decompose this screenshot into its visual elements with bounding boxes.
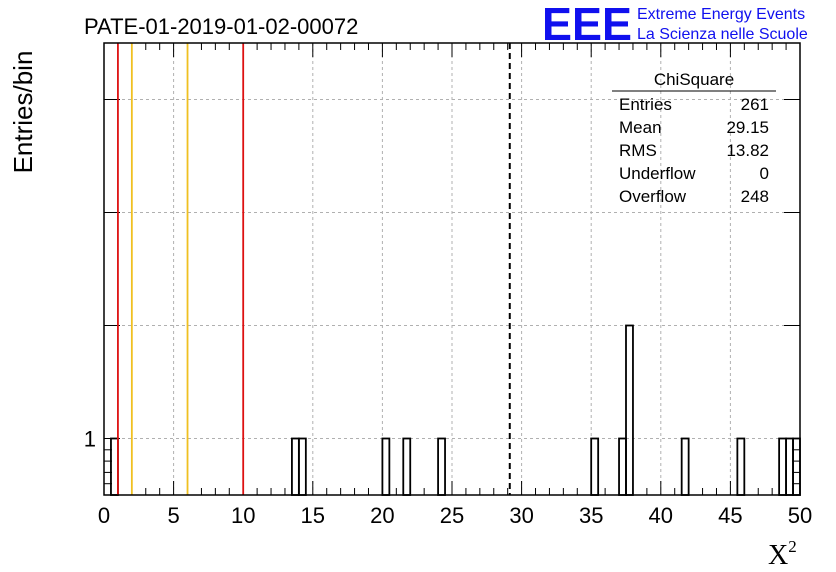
histogram-bin bbox=[778, 437, 787, 496]
histogram-bin bbox=[625, 324, 634, 496]
chart-title: PATE-01-2019-01-02-00072 bbox=[84, 14, 358, 39]
x-axis-label-superscript: 2 bbox=[788, 537, 797, 556]
logo-line2: La Scienza nelle Scuole bbox=[637, 26, 808, 43]
histogram-bins bbox=[110, 324, 801, 496]
stats-title: ChiSquare bbox=[654, 70, 734, 89]
x-tick-label: 5 bbox=[167, 503, 179, 528]
x-tick-label: 50 bbox=[788, 503, 812, 528]
stats-row-label: Entries bbox=[619, 95, 672, 114]
histogram-bin bbox=[437, 437, 446, 496]
x-axis-label: X2 bbox=[768, 537, 797, 571]
grid-lines bbox=[104, 43, 800, 495]
histogram-bin bbox=[110, 437, 119, 496]
x-tick-label: 15 bbox=[301, 503, 325, 528]
histogram-bin bbox=[590, 437, 600, 496]
x-tick-label: 0 bbox=[98, 503, 110, 528]
stats-row-value: 0 bbox=[760, 164, 769, 183]
stats-row-value: 29.15 bbox=[726, 118, 769, 137]
histogram-bin bbox=[680, 437, 690, 496]
histogram-bin bbox=[402, 437, 412, 496]
logo-line1: Extreme Energy Events bbox=[637, 6, 805, 23]
plot-frame bbox=[103, 42, 801, 496]
stats-row-label: RMS bbox=[619, 141, 657, 160]
x-tick-label: 30 bbox=[509, 503, 533, 528]
stats-box: ChiSquare Entries 261 Mean 29.15 RMS 13.82 Und… bbox=[612, 70, 776, 206]
histogram-bin bbox=[297, 437, 307, 496]
x-tick-label: 45 bbox=[718, 503, 742, 528]
x-tick-label: 35 bbox=[579, 503, 603, 528]
y-axis-label: Entries/bin bbox=[8, 51, 38, 174]
reference-lines bbox=[117, 43, 511, 495]
y-tick-label: 1 bbox=[84, 427, 96, 452]
histogram-bin bbox=[291, 437, 300, 496]
stats-row-value: 261 bbox=[741, 95, 769, 114]
x-tick-label: 40 bbox=[649, 503, 673, 528]
stats-row-label: Mean bbox=[619, 118, 662, 137]
x-tick-label: 10 bbox=[231, 503, 255, 528]
stats-rows: Entries 261 Mean 29.15 RMS 13.82 Underflow 0 Ove… bbox=[619, 95, 769, 206]
stats-row-value: 13.82 bbox=[726, 141, 769, 160]
stats-row-label: Overflow bbox=[619, 187, 687, 206]
histogram-bin bbox=[381, 437, 391, 496]
x-axis-label-base: X bbox=[768, 540, 788, 571]
stats-row-label: Underflow bbox=[619, 164, 696, 183]
histogram-bin bbox=[736, 437, 746, 496]
histogram-bin bbox=[618, 437, 627, 496]
y-tick-labels: 1 bbox=[84, 427, 96, 452]
logo-mark: EEE bbox=[542, 0, 632, 50]
histogram-bin bbox=[792, 437, 801, 496]
stats-row-value: 248 bbox=[741, 187, 769, 206]
eee-logo: EEE Extreme Energy Events La Scienza nel… bbox=[542, 0, 808, 50]
x-tick-label: 20 bbox=[370, 503, 394, 528]
x-tick-labels: 0 5 10 15 20 25 30 35 40 45 50 bbox=[98, 503, 812, 528]
x-tick-label: 25 bbox=[440, 503, 464, 528]
histogram-bin bbox=[785, 437, 794, 496]
